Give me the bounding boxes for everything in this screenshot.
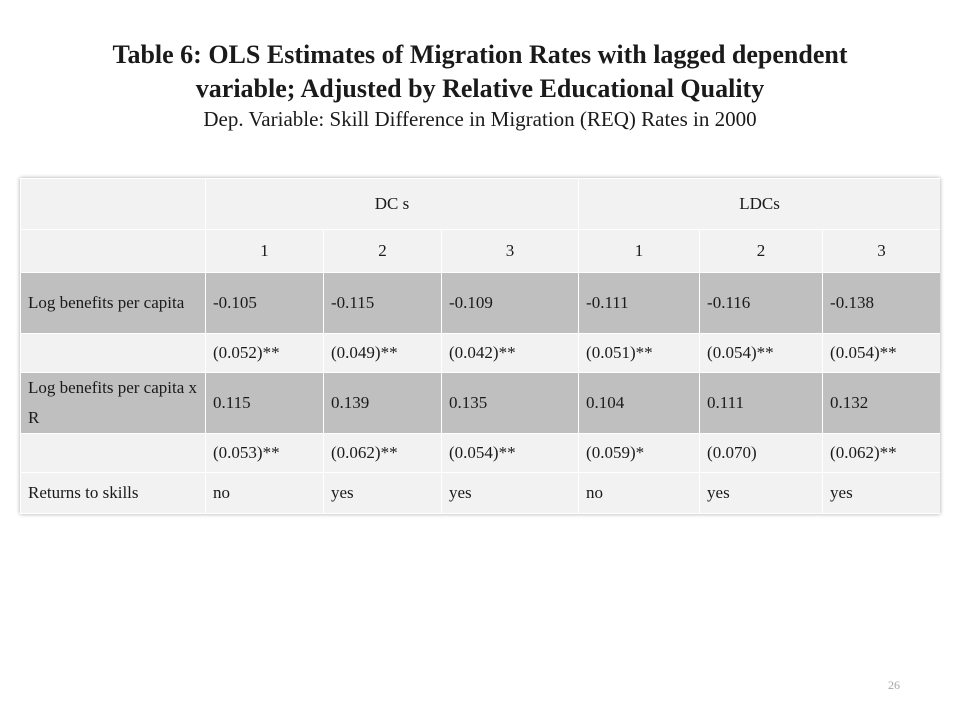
row-label bbox=[20, 333, 206, 373]
table-row: Returns to skills no yes yes no yes yes bbox=[20, 472, 942, 514]
table-cell: yes bbox=[699, 472, 824, 514]
table-cell: yes bbox=[440, 472, 580, 514]
table-row: (0.053)** (0.062)** (0.054)** (0.059)* (… bbox=[20, 433, 942, 473]
table-cell: no bbox=[205, 472, 324, 514]
table-cell: (0.070) bbox=[699, 433, 824, 473]
table-cell: (0.062)** bbox=[323, 433, 442, 473]
title-line-2: variable; Adjusted by Relative Education… bbox=[195, 74, 765, 103]
table-cell: (0.042)** bbox=[440, 333, 580, 373]
title-line-1: Table 6: OLS Estimates of Migration Rate… bbox=[112, 40, 848, 69]
table-cell: (0.051)** bbox=[578, 333, 701, 373]
table-cell: 0.104 bbox=[578, 372, 701, 434]
row-label bbox=[20, 433, 206, 473]
table-cell: 0.135 bbox=[440, 372, 580, 434]
table-cell: -0.138 bbox=[822, 272, 942, 334]
page-number: 26 bbox=[888, 678, 900, 692]
column-header: 3 bbox=[440, 229, 580, 273]
table-row: (0.052)** (0.049)** (0.042)** (0.051)** … bbox=[20, 333, 942, 373]
row-label: Log benefits per capita bbox=[20, 272, 206, 334]
table-cell: 0.132 bbox=[822, 372, 942, 434]
column-header: 2 bbox=[323, 229, 442, 273]
title-block: Table 6: OLS Estimates of Migration Rate… bbox=[0, 38, 960, 132]
table-cell: -0.109 bbox=[440, 272, 580, 334]
table-cell: 0.115 bbox=[205, 372, 324, 434]
table-row: Log benefits per capita -0.105 -0.115 -0… bbox=[20, 272, 942, 334]
group-header-row: DC s LDCs bbox=[20, 178, 942, 230]
table-cell: yes bbox=[323, 472, 442, 514]
subtitle: Dep. Variable: Skill Difference in Migra… bbox=[203, 107, 757, 131]
table-cell: (0.054)** bbox=[822, 333, 942, 373]
group-header-dc: DC s bbox=[204, 178, 580, 230]
table-row: Log benefits per capita x R 0.115 0.139 … bbox=[20, 372, 942, 434]
column-header: 1 bbox=[205, 229, 324, 273]
corner-cell bbox=[20, 178, 206, 230]
estimates-table: DC s LDCs 1 2 3 1 2 3 Log benefits per c… bbox=[20, 178, 942, 514]
table-cell: (0.062)** bbox=[822, 433, 942, 473]
table-cell: (0.052)** bbox=[205, 333, 324, 373]
table-cell: (0.059)* bbox=[578, 433, 701, 473]
column-header: 3 bbox=[822, 229, 942, 273]
table-cell: yes bbox=[822, 472, 942, 514]
table-cell: (0.054)** bbox=[699, 333, 824, 373]
corner-cell bbox=[20, 229, 206, 273]
column-header: 2 bbox=[699, 229, 824, 273]
table-cell: no bbox=[578, 472, 701, 514]
table-cell: -0.105 bbox=[205, 272, 324, 334]
table-cell: (0.049)** bbox=[323, 333, 442, 373]
table-cell: -0.116 bbox=[699, 272, 824, 334]
row-label: Returns to skills bbox=[20, 472, 206, 514]
group-header-ldc: LDCs bbox=[578, 178, 942, 230]
table-cell: -0.115 bbox=[323, 272, 442, 334]
table-cell: 0.111 bbox=[699, 372, 824, 434]
table-cell: (0.054)** bbox=[440, 433, 580, 473]
table-cell: (0.053)** bbox=[205, 433, 324, 473]
column-header: 1 bbox=[578, 229, 701, 273]
row-label: Log benefits per capita x R bbox=[20, 372, 206, 434]
column-number-row: 1 2 3 1 2 3 bbox=[20, 229, 942, 273]
table-cell: 0.139 bbox=[323, 372, 442, 434]
table-cell: -0.111 bbox=[578, 272, 701, 334]
